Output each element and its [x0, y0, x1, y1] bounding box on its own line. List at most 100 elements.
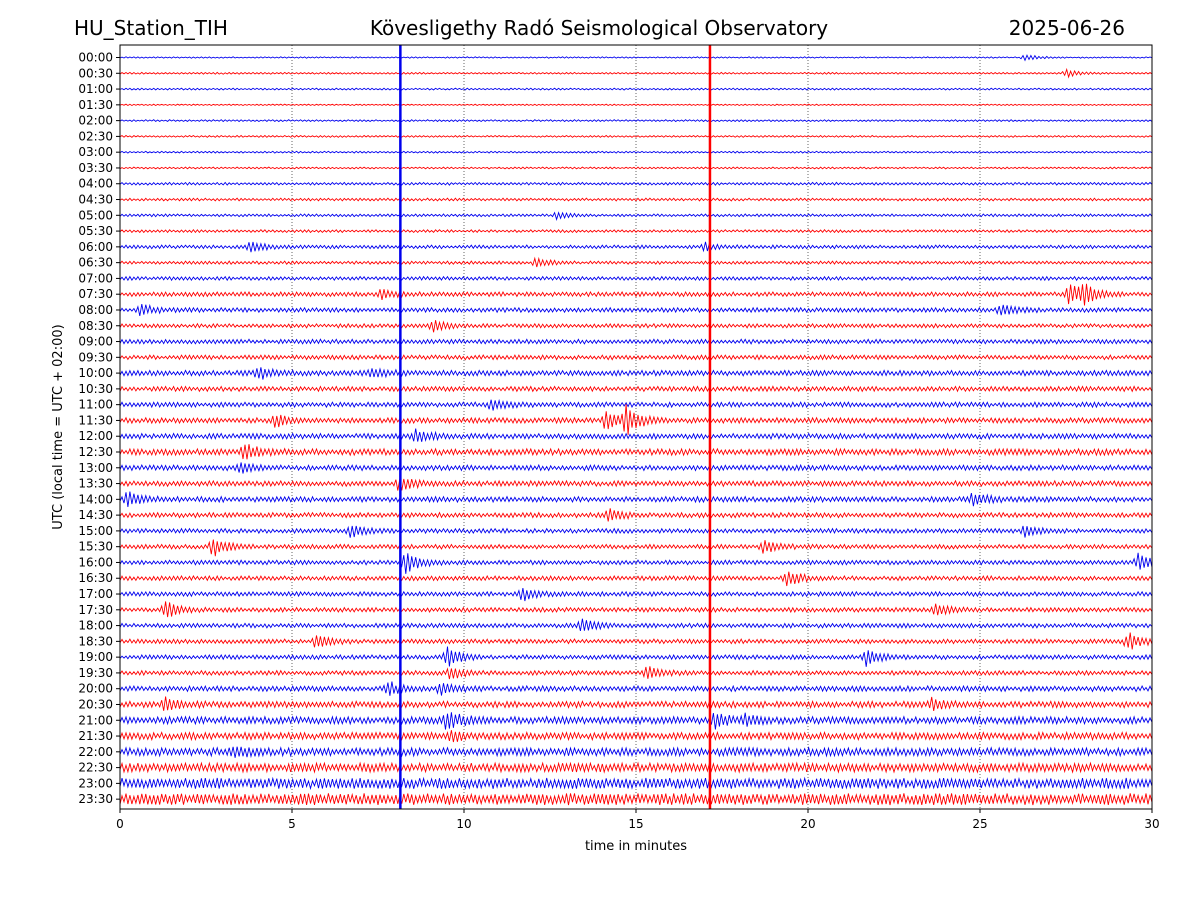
trace-row-0930: [119, 354, 1153, 361]
y-tick-label-0130: 01:30: [78, 98, 113, 112]
station-label: HU_Station_TIH: [74, 16, 228, 40]
trace-row-0730: [119, 283, 1153, 306]
y-tick-label-1400: 14:00: [78, 492, 113, 506]
trace-row-0200: [119, 119, 1153, 123]
x-tick-label-5: 25: [972, 817, 987, 831]
trace-row-2130: [119, 730, 1153, 743]
trace-row-1530: [119, 539, 1153, 557]
y-tick-label-1830: 18:30: [78, 634, 113, 648]
y-tick-label-2300: 23:00: [78, 776, 113, 790]
trace-row-0630: [119, 256, 1153, 268]
y-tick-label-2200: 22:00: [78, 745, 113, 759]
trace-row-0900: [119, 338, 1153, 345]
trace-row-1900: [119, 646, 1153, 667]
trace-row-1730: [119, 601, 1153, 618]
trace-row-1030: [119, 385, 1153, 393]
trace-row-0230: [119, 134, 1153, 138]
x-tick-label-3: 15: [628, 817, 643, 831]
y-tick-label-0800: 08:00: [78, 303, 113, 317]
y-axis-label: UTC (local time = UTC + 02:00): [51, 324, 66, 529]
y-tick-label-0930: 09:30: [78, 350, 113, 364]
y-tick-label-1730: 17:30: [78, 603, 113, 617]
x-tick-label-2: 10: [456, 817, 471, 831]
trace-row-2000: [119, 681, 1153, 696]
y-tick-label-0600: 06:00: [78, 240, 113, 254]
y-tick-label-2230: 22:30: [78, 761, 113, 775]
trace-row-1000: [119, 367, 1153, 380]
y-tick-label-0500: 05:00: [78, 208, 113, 222]
x-axis-ticks: 0 5 10 15 20 25 30: [116, 809, 1160, 831]
trace-row-2200: [119, 746, 1153, 759]
y-tick-label-1800: 18:00: [78, 619, 113, 633]
trace-row-0100: [119, 87, 1153, 91]
y-tick-label-1430: 14:30: [78, 508, 113, 522]
trace-row-1500: [119, 525, 1153, 538]
trace-row-2230: [119, 761, 1153, 774]
trace-row-0500: [119, 211, 1153, 221]
y-tick-label-1330: 13:30: [78, 477, 113, 491]
y-tick-label-2100: 21:00: [78, 713, 113, 727]
trace-row-0830: [119, 320, 1153, 333]
trace-row-2030: [119, 696, 1153, 711]
trace-row-2330: [119, 792, 1153, 806]
trace-row-1700: [119, 588, 1153, 602]
y-tick-label-0030: 00:30: [78, 66, 113, 80]
trace-row-0000: [119, 54, 1153, 62]
y-tick-label-1130: 11:30: [78, 413, 113, 427]
y-tick-label-0200: 02:00: [78, 114, 113, 128]
x-tick-label-0: 0: [116, 817, 124, 831]
y-tick-label-1600: 16:00: [78, 555, 113, 569]
y-tick-label-1300: 13:00: [78, 461, 113, 475]
y-tick-label-1530: 15:30: [78, 540, 113, 554]
y-tick-label-0730: 07:30: [78, 287, 113, 301]
trace-row-0030: [119, 67, 1153, 79]
y-tick-label-2330: 23:30: [78, 792, 113, 806]
y-tick-label-1200: 12:00: [78, 429, 113, 443]
y-tick-label-0530: 05:30: [78, 224, 113, 238]
y-tick-label-2130: 21:30: [78, 729, 113, 743]
trace-row-2100: [119, 712, 1153, 730]
trace-row-1100: [119, 398, 1153, 411]
trace-row-2300: [119, 776, 1153, 791]
trace-row-1230: [119, 444, 1153, 460]
y-tick-label-1230: 12:30: [78, 445, 113, 459]
y-tick-label-0700: 07:00: [78, 271, 113, 285]
y-tick-label-1500: 15:00: [78, 524, 113, 538]
y-tick-label-0330: 03:30: [78, 161, 113, 175]
trace-row-1130: [119, 404, 1153, 435]
x-tick-label-1: 5: [288, 817, 296, 831]
y-tick-label-1100: 11:00: [78, 398, 113, 412]
trace-row-0330: [119, 166, 1153, 170]
y-tick-label-2000: 20:00: [78, 682, 113, 696]
y-tick-label-0630: 06:30: [78, 256, 113, 270]
trace-row-0700: [119, 275, 1153, 282]
trace-row-1600: [119, 552, 1153, 574]
trace-row-1430: [119, 508, 1153, 522]
trace-row-1930: [119, 666, 1153, 680]
trace-row-1800: [119, 618, 1153, 631]
date-label: 2025-06-26: [1009, 16, 1125, 40]
x-tick-label-6: 30: [1144, 817, 1159, 831]
trace-row-0800: [119, 303, 1153, 316]
trace-row-0400: [119, 181, 1153, 186]
y-tick-label-0300: 03:00: [78, 145, 113, 159]
seismic-traces: [119, 54, 1153, 806]
y-tick-label-1000: 10:00: [78, 366, 113, 380]
trace-row-0300: [119, 150, 1153, 154]
y-tick-label-1900: 19:00: [78, 650, 113, 664]
y-tick-label-2030: 20:30: [78, 697, 113, 711]
y-tick-label-1700: 17:00: [78, 587, 113, 601]
trace-row-0430: [119, 197, 1153, 202]
y-tick-label-0900: 09:00: [78, 335, 113, 349]
trace-row-1330: [119, 478, 1153, 491]
trace-row-1300: [119, 462, 1153, 474]
y-tick-label-0230: 02:30: [78, 129, 113, 143]
observatory-title: Kövesligethy Radó Seismological Observat…: [370, 16, 828, 40]
x-tick-label-4: 20: [800, 817, 815, 831]
marker-lines: [399, 45, 712, 809]
y-tick-label-0100: 01:00: [78, 82, 113, 96]
trace-row-0130: [119, 103, 1153, 107]
trace-row-1630: [119, 571, 1153, 587]
